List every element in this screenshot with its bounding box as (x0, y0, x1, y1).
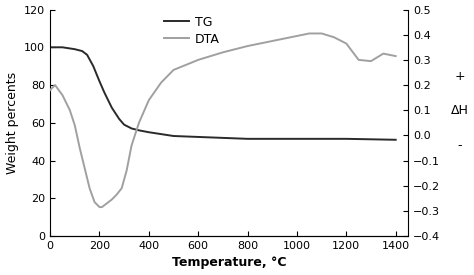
DTA (294, 34, 300, 38)
TG (171, 134, 176, 138)
DTA (52, 83, 58, 87)
DTA (331, 35, 337, 39)
TG (344, 137, 349, 141)
DTA (245, 44, 250, 48)
TG (91, 65, 96, 68)
TG (220, 136, 226, 139)
Y-axis label: Weight percents: Weight percents (6, 72, 18, 174)
TG (117, 117, 122, 121)
Text: +: + (455, 70, 465, 84)
TG (195, 135, 201, 139)
DTA (171, 68, 176, 72)
DTA (99, 205, 105, 209)
Text: -: - (457, 139, 462, 152)
DTA (381, 52, 386, 55)
TG (393, 138, 399, 141)
DTA (356, 58, 362, 62)
TG (121, 123, 127, 126)
DTA (60, 94, 65, 97)
DTA (104, 202, 109, 205)
DTA (319, 32, 325, 35)
DTA (220, 51, 226, 54)
DTA (269, 39, 275, 43)
DTA (87, 186, 92, 190)
TG (136, 129, 142, 132)
DTA (77, 146, 82, 150)
TG (97, 80, 102, 83)
DTA (344, 42, 349, 45)
DTA (129, 144, 135, 147)
TG (245, 137, 250, 141)
DTA (97, 205, 102, 209)
DTA (368, 59, 374, 63)
TG (101, 91, 107, 94)
TG (146, 131, 152, 134)
Line: TG: TG (50, 47, 396, 140)
DTA (119, 186, 125, 190)
DTA (67, 109, 73, 112)
TG (60, 46, 65, 49)
TG (294, 137, 300, 141)
DTA (72, 124, 78, 127)
TG (109, 106, 115, 109)
Legend: TG, DTA: TG, DTA (164, 16, 220, 46)
DTA (195, 58, 201, 62)
DTA (124, 169, 129, 172)
TG (79, 50, 85, 53)
DTA (146, 98, 152, 102)
DTA (47, 89, 53, 92)
DTA (158, 81, 164, 84)
DTA (114, 193, 119, 196)
TG (84, 53, 90, 56)
TG (129, 127, 135, 130)
TG (72, 48, 78, 51)
Text: ΔH: ΔH (451, 103, 469, 117)
DTA (91, 200, 97, 204)
DTA (136, 121, 142, 125)
DTA (393, 54, 399, 58)
Line: DTA: DTA (50, 34, 396, 207)
X-axis label: Temperature, °C: Temperature, °C (172, 257, 286, 269)
DTA (109, 198, 115, 201)
TG (47, 46, 53, 49)
DTA (306, 32, 312, 35)
DTA (82, 166, 88, 170)
